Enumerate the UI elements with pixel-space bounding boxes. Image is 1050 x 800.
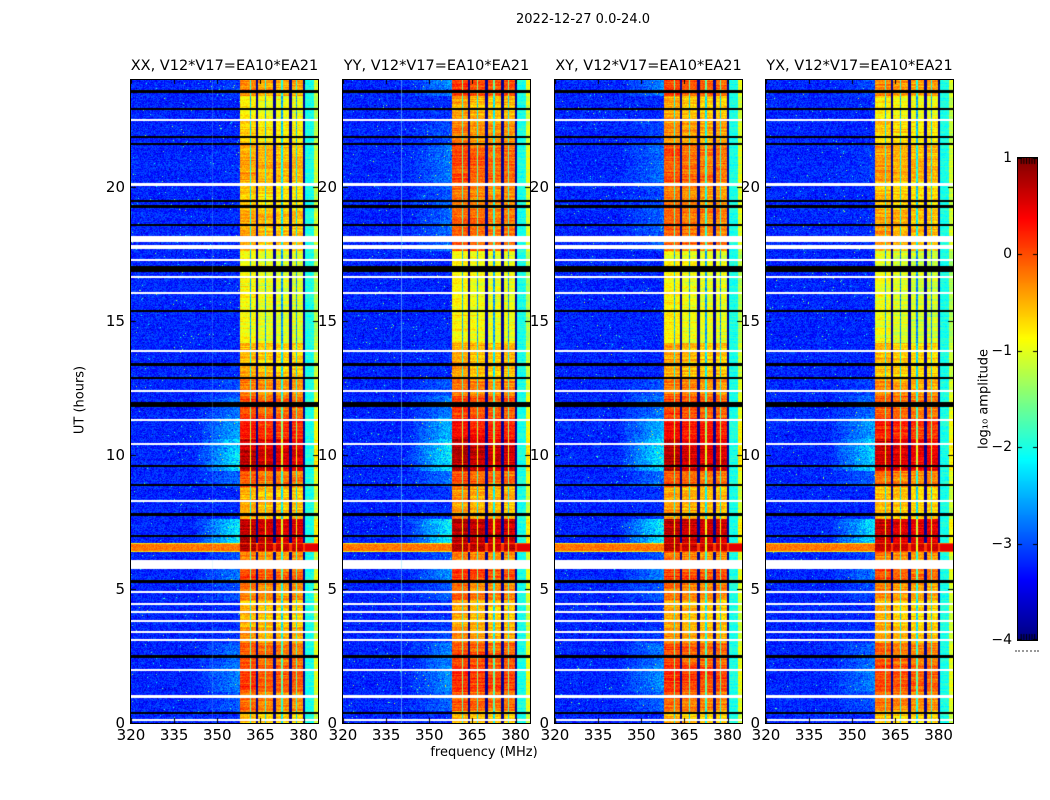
x-tick-label: 365 xyxy=(670,726,699,744)
spectrogram-xx-canvas xyxy=(131,80,318,723)
y-tick-label: 0 xyxy=(327,714,337,732)
spectrogram-panel-xx xyxy=(130,79,319,724)
colorbar-tick-label: −4 xyxy=(991,632,1012,648)
colorbar-canvas xyxy=(1018,158,1037,640)
x-tick-label: 335 xyxy=(583,726,613,744)
colorbar-tick-label: −1 xyxy=(991,342,1012,359)
y-axis-label: UT (hours) xyxy=(72,365,88,435)
y-tick-label: 0 xyxy=(115,714,125,732)
x-tick-label: 380 xyxy=(924,726,953,744)
x-tick-label: 350 xyxy=(626,726,656,744)
colorbar-tick-label: 0 xyxy=(1003,246,1012,263)
panel-title-yy: YY, V12*V17=EA10*EA21 xyxy=(343,58,530,74)
spectrogram-yy-canvas xyxy=(343,80,530,723)
x-tick-label: 350 xyxy=(414,726,444,744)
spectrogram-panel-yy xyxy=(342,79,531,724)
colorbar xyxy=(1017,157,1038,641)
x-tick-label: 335 xyxy=(159,726,189,744)
x-tick-label: 320 xyxy=(328,726,358,744)
y-tick-label: 15 xyxy=(529,312,549,331)
x-tick-label: 320 xyxy=(751,726,781,744)
spectrogram-panel-xy xyxy=(554,79,743,724)
colorbar-tick-label: −2 xyxy=(991,439,1012,456)
x-tick-label: 350 xyxy=(837,726,867,744)
panel-title-xy: XY, V12*V17=EA10*EA21 xyxy=(555,58,742,74)
colorbar-tick-label: −3 xyxy=(991,535,1012,552)
y-tick-label: 10 xyxy=(105,446,125,465)
panel-title-yx: YX, V12*V17=EA10*EA21 xyxy=(766,58,953,74)
y-tick-label: 5 xyxy=(327,580,337,599)
x-tick-label: 335 xyxy=(371,726,401,744)
y-tick-label: 5 xyxy=(539,580,549,599)
x-axis-label: frequency (MHz) xyxy=(430,745,538,760)
y-tick-label: 0 xyxy=(539,714,549,732)
spectrogram-xy-canvas xyxy=(555,80,742,723)
x-tick-label: 365 xyxy=(458,726,487,744)
spectrogram-yx-canvas xyxy=(766,80,953,723)
y-tick-label: 15 xyxy=(740,312,760,331)
x-tick-label: 365 xyxy=(246,726,275,744)
spectrogram-panel-yx xyxy=(765,79,954,724)
y-tick-label: 10 xyxy=(317,446,337,465)
x-tick-label: 380 xyxy=(713,726,742,744)
y-tick-label: 15 xyxy=(105,312,125,331)
x-tick-label: 380 xyxy=(501,726,530,744)
x-tick-label: 320 xyxy=(540,726,570,744)
panel-title-xx: XX, V12*V17=EA10*EA21 xyxy=(130,58,319,74)
plot-title: 2022-12-27 0.0-24.0 xyxy=(516,12,650,27)
y-tick-label: 5 xyxy=(115,580,125,599)
y-tick-label: 20 xyxy=(105,178,125,197)
y-tick-label: 20 xyxy=(740,178,760,197)
x-tick-label: 380 xyxy=(289,726,318,744)
y-tick-label: 10 xyxy=(740,446,760,465)
colorbar-label: log₁₀ amplitude xyxy=(976,348,992,450)
y-tick-label: 0 xyxy=(750,714,760,732)
y-tick-label: 15 xyxy=(317,312,337,331)
colorbar-tick-label: 1 xyxy=(1003,150,1012,166)
colorbar-underline-dots xyxy=(1015,650,1039,652)
y-tick-label: 20 xyxy=(529,178,549,197)
x-tick-label: 350 xyxy=(202,726,232,744)
x-tick-label: 320 xyxy=(116,726,146,744)
y-tick-label: 5 xyxy=(750,580,760,599)
x-tick-label: 365 xyxy=(881,726,910,744)
y-tick-label: 10 xyxy=(529,446,549,465)
x-tick-label: 335 xyxy=(794,726,824,744)
y-tick-label: 20 xyxy=(317,178,337,197)
